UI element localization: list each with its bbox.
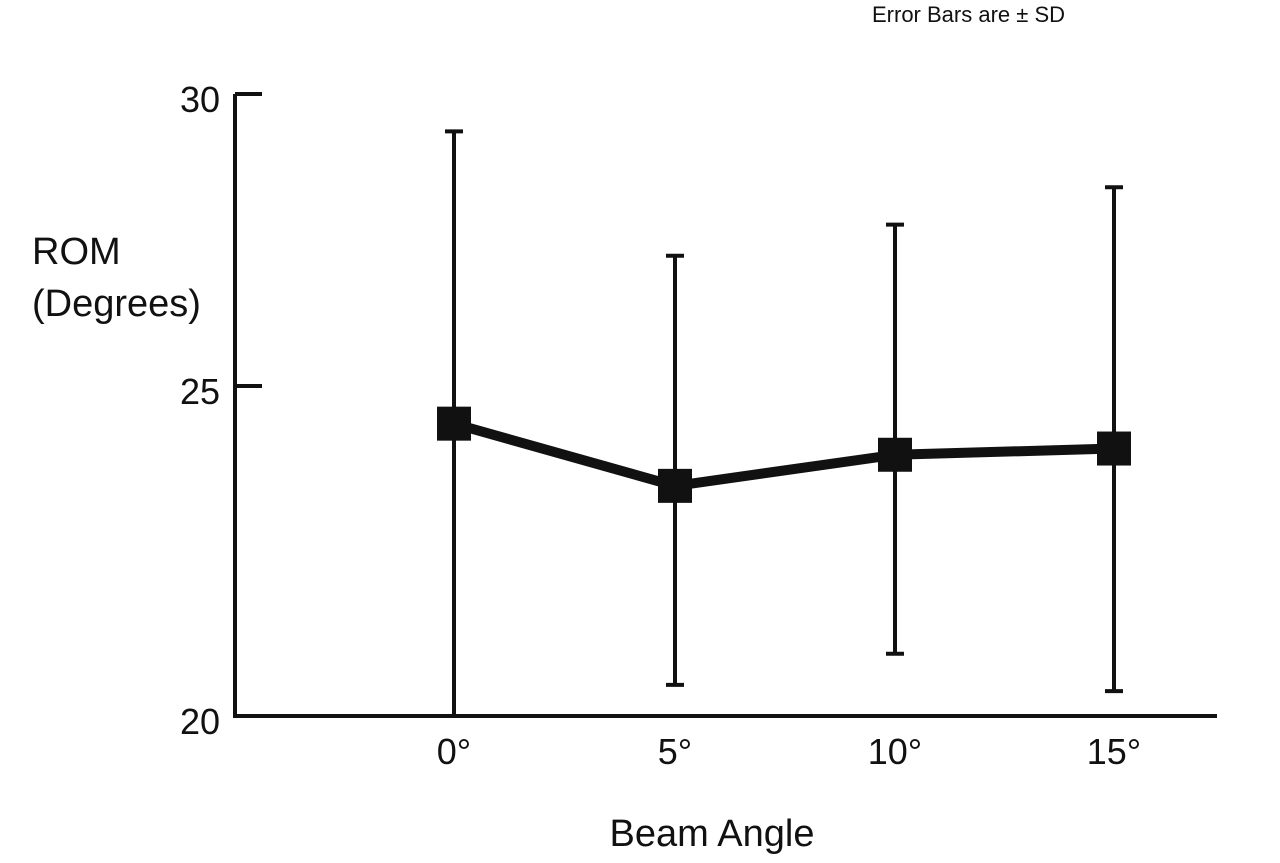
x-tick-label-10: 10° — [868, 731, 922, 772]
data-point-1 — [658, 468, 692, 503]
x-tick-label-15: 15° — [1087, 731, 1141, 772]
y-tick-label-20: 20 — [180, 701, 220, 742]
x-tick-label-0: 0° — [437, 731, 471, 772]
error-bar-note: Error Bars are ± SD — [872, 2, 1065, 27]
x-tick-label-5: 5° — [658, 731, 692, 772]
x-axis-title: Beam Angle — [610, 813, 815, 855]
y-axis-title-line-1: ROM — [32, 231, 121, 273]
data-point-0 — [437, 406, 471, 441]
data-point-2 — [878, 437, 912, 472]
data-point-3 — [1097, 431, 1131, 466]
y-tick-label-30: 30 — [180, 79, 220, 120]
series-line — [452, 418, 1115, 491]
y-axis-title-line-2: (Degrees) — [32, 283, 201, 325]
y-tick-label-25: 25 — [180, 371, 220, 412]
